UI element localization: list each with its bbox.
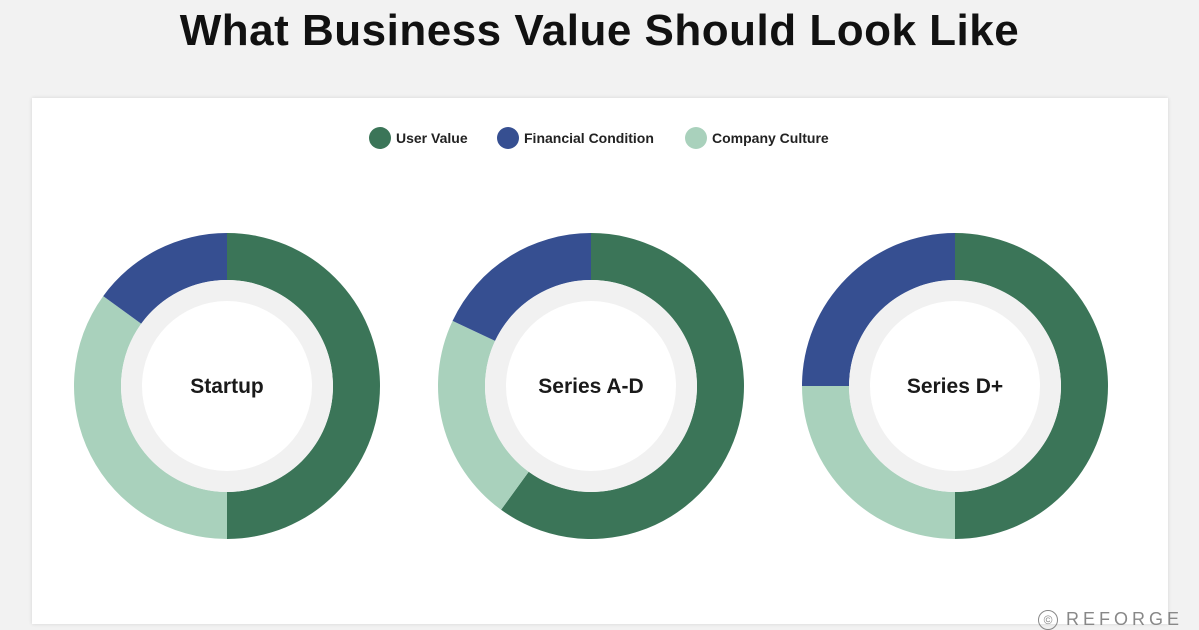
donut-slice-financial-condition — [103, 233, 227, 324]
donut-center — [870, 301, 1040, 471]
legend-label-company-culture: Company Culture — [712, 130, 829, 146]
page-title: What Business Value Should Look Like — [179, 6, 1020, 55]
donut-slice-user-value — [955, 233, 1108, 539]
donut-slice-user-value — [227, 233, 380, 539]
legend-item-user-value: User Value — [369, 127, 468, 149]
legend-label-financial-condition: Financial Condition — [524, 130, 654, 146]
copyright-icon: © — [1037, 609, 1058, 630]
donut-title: Series D+ — [907, 375, 1003, 398]
donut-chart-series-a-d: Series A-D — [438, 233, 744, 539]
donut-slice-financial-condition — [802, 233, 955, 386]
legend-item-company-culture: Company Culture — [685, 127, 829, 149]
legend: User Value Financial Condition Company C… — [0, 127, 1199, 149]
donut-center — [142, 301, 312, 471]
legend-item-financial-condition: Financial Condition — [497, 127, 654, 149]
legend-label-user-value: User Value — [396, 130, 468, 146]
watermark-text: REFORGE — [1065, 609, 1183, 629]
donut-title: Startup — [190, 375, 264, 398]
reforge-watermark: © REFORGE — [1037, 609, 1183, 630]
donut-slice-company-culture — [438, 320, 529, 510]
donut-title: Series A-D — [538, 375, 643, 398]
donut-chart-series-d-plus: Series D+ — [802, 233, 1108, 539]
donut-slice-company-culture — [74, 296, 228, 539]
donut-slice-company-culture — [802, 386, 955, 539]
donut-slice-financial-condition — [452, 233, 591, 341]
legend-swatch-user-value — [369, 127, 391, 149]
donut-center — [506, 301, 676, 471]
legend-swatch-financial-condition — [497, 127, 519, 149]
legend-swatch-company-culture — [685, 127, 707, 149]
donut-slice-user-value — [501, 233, 744, 539]
donut-chart-startup: Startup — [74, 233, 380, 539]
